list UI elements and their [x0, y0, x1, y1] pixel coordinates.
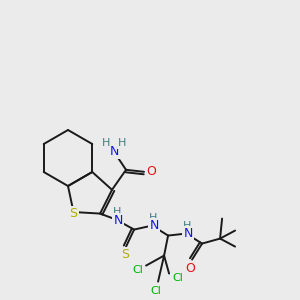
Text: N: N	[109, 145, 119, 158]
Text: H: H	[118, 138, 126, 148]
Text: O: O	[185, 262, 195, 275]
Text: H: H	[149, 213, 157, 223]
Text: N: N	[183, 227, 193, 240]
Text: S: S	[121, 248, 129, 261]
Text: O: O	[146, 165, 156, 178]
Text: S: S	[70, 206, 77, 220]
Text: Cl: Cl	[133, 265, 143, 275]
Text: Cl: Cl	[151, 286, 161, 296]
Text: N: N	[149, 219, 159, 232]
Text: Cl: Cl	[172, 273, 184, 283]
Text: H: H	[113, 207, 121, 217]
Text: H: H	[183, 220, 191, 231]
Text: H: H	[102, 138, 110, 148]
Text: N: N	[113, 214, 123, 227]
